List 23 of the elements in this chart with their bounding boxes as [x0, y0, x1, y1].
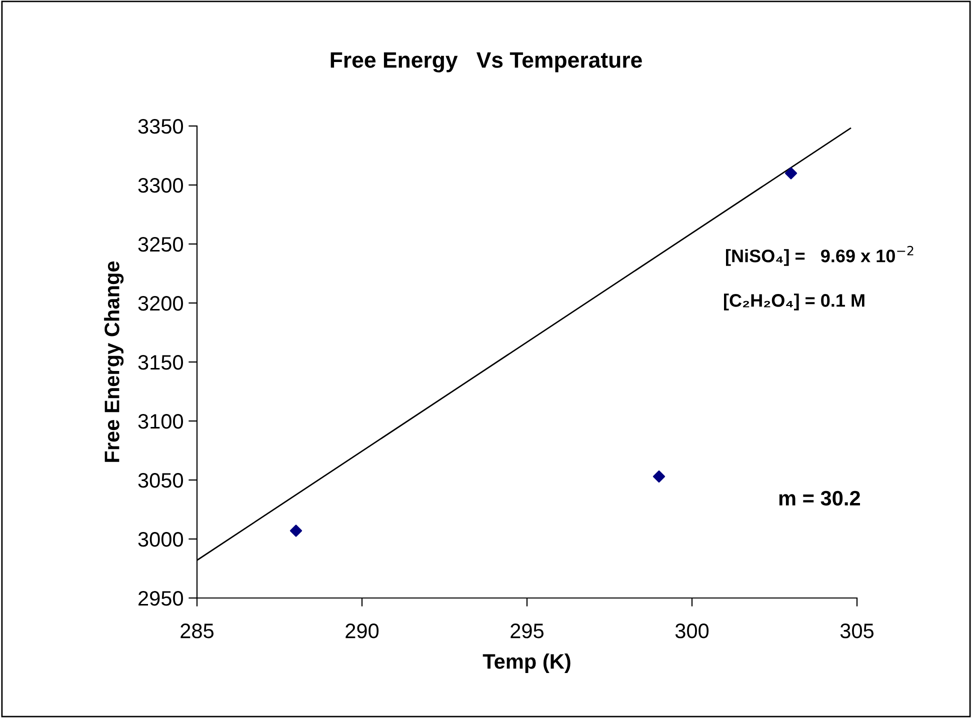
x-tick-label: 285 [180, 624, 214, 638]
y-tick-label: 3100 [138, 414, 183, 429]
y-tick-label: 3200 [138, 296, 183, 311]
y-tick-label: 3000 [138, 532, 183, 547]
y-tick-label: 2950 [138, 591, 183, 606]
point [652, 470, 666, 483]
x-tick-label: 295 [510, 624, 544, 638]
y-axis-title: Free Energy Change [104, 261, 124, 462]
annotation: [NiSO₄] = 9.69 x 10$^{−2}$ [726, 246, 914, 266]
x-tick-label: 305 [840, 624, 874, 638]
y-tick-label: 3300 [138, 178, 183, 193]
annotation: m = 30.2 [779, 490, 860, 506]
y-tick-label: 3350 [138, 119, 183, 134]
point [784, 167, 798, 180]
y-tick-label: 3250 [138, 237, 183, 252]
x-axis-title: Temp (K) [482, 654, 570, 673]
y-tick-label: 3150 [138, 355, 183, 370]
x-tick-label: 290 [346, 624, 379, 638]
chart-title: Free Energy Vs Temperature [330, 52, 642, 72]
y-tick-label: 3050 [138, 473, 183, 488]
x-tick-label: 300 [675, 624, 709, 638]
point [290, 524, 302, 537]
annotation: [C₂H₂O₄] = 0.1 M [724, 294, 864, 310]
